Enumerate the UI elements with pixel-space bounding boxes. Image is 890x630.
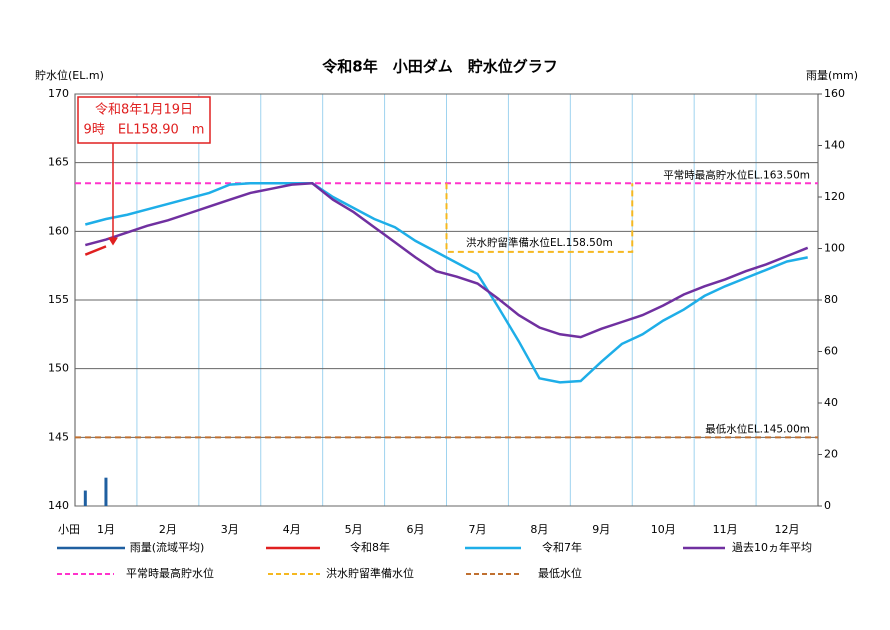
x-tick-label: 7月 <box>468 523 486 536</box>
flood-level-label: 洪水貯留準備水位EL.158.50m <box>466 236 613 249</box>
legend-label: 最低水位 <box>538 566 582 580</box>
y-tick-label: 155 <box>48 293 69 306</box>
legend-label: 洪水貯留準備水位 <box>326 566 414 580</box>
x-tick-label: 6月 <box>407 523 425 536</box>
y2-tick-label: 140 <box>824 139 845 152</box>
reference-label: 最低水位EL.145.00m <box>705 422 810 435</box>
chart-title: 令和8年 小田ダム 貯水位グラフ <box>322 58 557 76</box>
y-tick-label: 165 <box>48 156 69 169</box>
y2-tick-label: 40 <box>824 396 838 409</box>
x-tick-label: 10月 <box>651 523 676 536</box>
x-tick-label: 8月 <box>530 523 548 536</box>
y-tick-label: 170 <box>48 87 69 100</box>
callout-text: 令和8年1月19日 <box>95 103 193 118</box>
reference-label: 平常時最高貯水位EL.163.50m <box>663 168 810 181</box>
x-tick-label: 11月 <box>713 523 738 536</box>
y-tick-label: 145 <box>48 430 69 443</box>
legend-label: 雨量(流域平均) <box>130 540 205 554</box>
legend-label: 過去10ヵ年平均 <box>732 540 812 554</box>
callout-box <box>77 96 211 144</box>
y-tick-label: 140 <box>48 499 69 512</box>
y2-tick-label: 80 <box>824 293 838 306</box>
y2-axis-label: 雨量(mm) <box>806 69 858 82</box>
legend-label: 令和7年 <box>542 540 582 554</box>
x-tick-label: 9月 <box>592 523 610 536</box>
x-tick-label: 12月 <box>775 523 800 536</box>
series-line <box>84 182 809 339</box>
x-axis-label: 小田 <box>58 523 80 536</box>
series-line <box>84 245 107 256</box>
x-tick-label: 1月 <box>97 523 115 536</box>
y-tick-label: 160 <box>48 224 69 237</box>
x-tick-label: 2月 <box>159 523 177 536</box>
legend-label: 令和8年 <box>350 540 390 554</box>
y-tick-label: 150 <box>48 362 69 375</box>
y-axis-label: 貯水位(EL.m) <box>35 68 104 82</box>
callout-text: 9時 EL158.90 m <box>84 123 205 138</box>
y2-tick-label: 20 <box>824 448 838 461</box>
y2-tick-label: 60 <box>824 345 838 358</box>
rain-bar <box>104 477 108 506</box>
rain-bar <box>83 490 87 506</box>
series-line <box>84 182 808 384</box>
y2-tick-label: 100 <box>824 242 845 255</box>
x-tick-label: 3月 <box>221 523 239 536</box>
x-tick-label: 5月 <box>345 523 363 536</box>
legend-label: 平常時最高貯水位 <box>126 566 214 580</box>
y2-tick-label: 120 <box>824 190 845 203</box>
x-tick-label: 4月 <box>283 523 301 536</box>
callout-arrowhead <box>108 237 118 246</box>
y2-tick-label: 160 <box>824 87 845 100</box>
y2-tick-label: 0 <box>824 499 831 512</box>
flood-level-line <box>445 183 634 253</box>
